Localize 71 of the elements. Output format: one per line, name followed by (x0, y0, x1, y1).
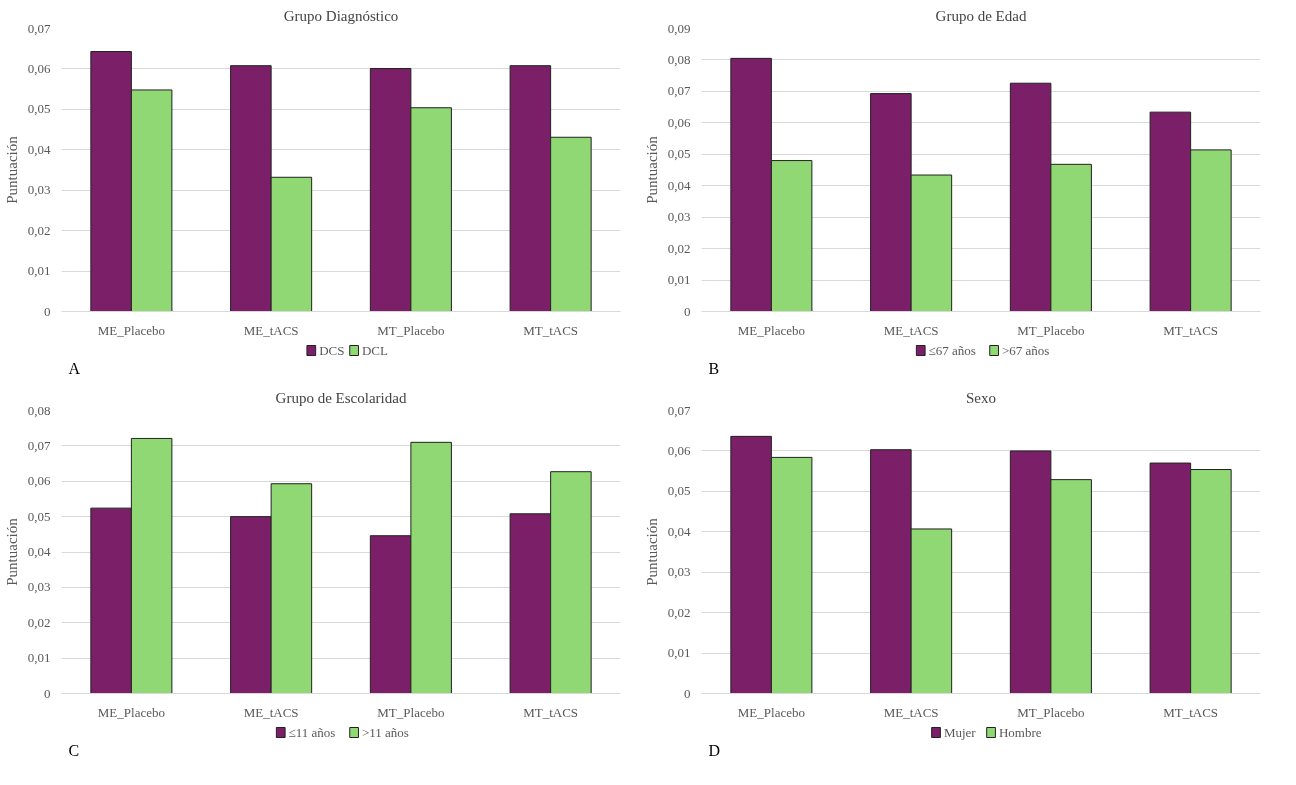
y-axis-title: Puntuación (643, 135, 660, 204)
y-tick-label: 0,08 (667, 51, 691, 67)
y-tick-label: 0,05 (667, 146, 691, 162)
x-tick-label: MT_Placebo (377, 322, 445, 338)
y-tick-label: 0,02 (27, 614, 51, 630)
y-tick-label: 0,08 (27, 402, 51, 418)
chart-title: Grupo de Escolaridad (275, 389, 407, 406)
y-tick-label: 0,03 (667, 209, 691, 225)
y-tick-label: 0,02 (27, 222, 51, 238)
x-tick-label: MT_tACS (1163, 322, 1219, 338)
y-tick-label: 0,07 (27, 20, 51, 36)
x-tick-label: MT_tACS (1163, 704, 1219, 720)
y-tick-label: 0,02 (667, 240, 691, 256)
legend-label: >67 años (1001, 343, 1050, 358)
x-tick-label: ME_tACS (243, 704, 299, 720)
y-tick-label: 0,04 (27, 544, 51, 559)
y-tick-label: 0 (44, 685, 51, 701)
y-tick-label: 0,01 (27, 650, 51, 666)
x-tick-label: ME_Placebo (737, 704, 805, 720)
x-tick-label: ME_Placebo (97, 322, 165, 338)
y-tick-label: 0,05 (667, 483, 691, 499)
legend-label: >11 años (361, 725, 409, 740)
x-tick-label: ME_tACS (883, 704, 939, 720)
x-tick-label: MT_Placebo (377, 704, 445, 720)
y-tick-label: 0,07 (27, 437, 51, 453)
y-axis-title: Puntuación (643, 517, 660, 586)
y-axis-title: Puntuación (3, 135, 20, 204)
text: C (68, 741, 80, 759)
y-tick-label: 0 (684, 303, 691, 319)
y-tick-label: 0,01 (667, 645, 691, 661)
legend-label: Mujer (943, 725, 977, 740)
y-tick-label: 0,06 (667, 114, 691, 130)
text: B (708, 359, 720, 377)
text: D (708, 741, 721, 759)
y-tick-label: 0 (44, 303, 51, 319)
x-tick-label: MT_tACS (523, 704, 579, 720)
y-tick-label: 0,06 (667, 442, 691, 458)
y-tick-label: 0 (684, 685, 691, 701)
x-tick-label: ME_tACS (883, 322, 939, 338)
y-tick-label: 0,06 (27, 60, 51, 76)
y-tick-label: 0,01 (667, 272, 691, 288)
text: A (68, 359, 81, 377)
x-tick-label: ME_Placebo (97, 704, 165, 720)
x-tick-label: ME_tACS (243, 322, 299, 338)
y-tick-label: 0,02 (667, 604, 691, 620)
legend-label: Hombre (998, 725, 1042, 740)
y-tick-label: 0,06 (27, 473, 51, 489)
chart-title: Grupo Diagnóstico (283, 7, 399, 24)
y-tick-label: 0,01 (27, 263, 51, 279)
y-axis-title: Puntuación (3, 517, 20, 586)
y-tick-label: 0,07 (667, 83, 691, 99)
y-tick-label: 0,07 (667, 402, 691, 418)
y-tick-label: 0,04 (667, 523, 691, 539)
y-tick-label: 0,04 (667, 177, 691, 193)
x-tick-label: ME_Placebo (737, 322, 805, 338)
y-tick-label: 0,04 (27, 141, 51, 157)
x-tick-label: MT_tACS (523, 322, 579, 338)
y-tick-label: 0,05 (27, 101, 51, 117)
y-tick-label: 0,03 (667, 564, 691, 580)
y-tick-label: 0,05 (27, 508, 51, 524)
chart-title: Sexo (966, 389, 996, 406)
y-tick-label: 0,03 (27, 579, 51, 595)
x-tick-label: MT_Placebo (1017, 322, 1085, 338)
legend-label: ≤67 años (928, 343, 976, 358)
x-tick-label: MT_Placebo (1017, 704, 1085, 720)
legend-label: DCL (361, 343, 389, 358)
legend-label: ≤11 años (288, 725, 336, 740)
legend-label: DCS (319, 343, 345, 358)
y-tick-label: 0,09 (667, 20, 691, 36)
chart-title: Grupo de Edad (935, 7, 1027, 24)
y-tick-label: 0,03 (27, 182, 51, 198)
